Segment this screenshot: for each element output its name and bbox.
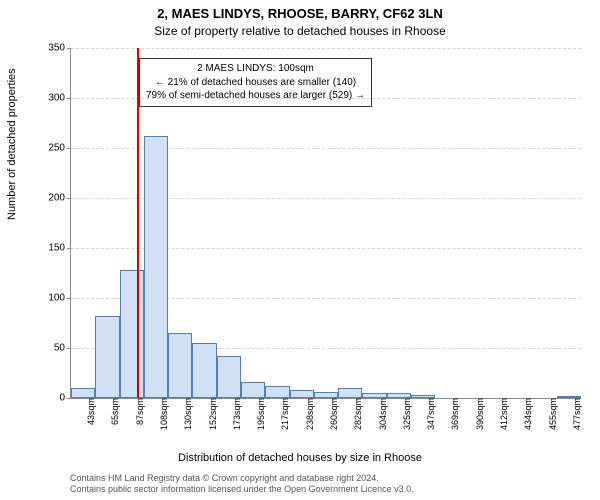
- footer-line2: Contains public sector information licen…: [70, 484, 414, 496]
- x-axis-label: Distribution of detached houses by size …: [0, 452, 600, 464]
- x-tick-label: 304sqm: [378, 394, 388, 430]
- y-axis-label: Number of detached properties: [6, 68, 18, 220]
- annotation-line2: ← 21% of detached houses are smaller (14…: [146, 76, 365, 90]
- y-tick-mark: [67, 398, 71, 399]
- x-tick-label: 65sqm: [110, 394, 120, 425]
- y-tick-mark: [67, 148, 71, 149]
- x-tick-label: 390sqm: [475, 394, 485, 430]
- histogram-bar: [144, 136, 168, 398]
- y-tick-mark: [67, 298, 71, 299]
- histogram-bar: [95, 316, 119, 398]
- chart-subtitle: Size of property relative to detached ho…: [0, 24, 600, 38]
- y-tick-mark: [67, 48, 71, 49]
- x-tick-label: 260sqm: [329, 394, 339, 430]
- annotation-line3: 79% of semi-detached houses are larger (…: [146, 89, 365, 103]
- x-tick-label: 43sqm: [86, 394, 96, 425]
- footer-line1: Contains HM Land Registry data © Crown c…: [70, 473, 414, 485]
- histogram-bar: [217, 356, 241, 398]
- x-tick-label: 434sqm: [523, 394, 533, 430]
- x-tick-label: 282sqm: [353, 394, 363, 430]
- x-tick-label: 130sqm: [183, 394, 193, 430]
- x-tick-label: 173sqm: [232, 394, 242, 430]
- x-tick-label: 87sqm: [135, 394, 145, 425]
- x-tick-label: 195sqm: [256, 394, 266, 430]
- histogram-bar: [168, 333, 192, 398]
- x-tick-label: 455sqm: [548, 394, 558, 430]
- y-tick-mark: [67, 98, 71, 99]
- reference-line: [137, 48, 139, 398]
- annotation-box: 2 MAES LINDYS: 100sqm ← 21% of detached …: [139, 58, 372, 107]
- chart-title: 2, MAES LINDYS, RHOOSE, BARRY, CF62 3LN: [0, 6, 600, 21]
- histogram-bar: [120, 270, 144, 398]
- gridline: [71, 98, 581, 99]
- x-tick-label: 347sqm: [426, 394, 436, 430]
- x-tick-label: 325sqm: [402, 394, 412, 430]
- annotation-line1: 2 MAES LINDYS: 100sqm: [146, 62, 365, 76]
- gridline: [71, 48, 581, 49]
- plot-area: 2 MAES LINDYS: 100sqm ← 21% of detached …: [70, 48, 581, 399]
- y-tick-mark: [67, 348, 71, 349]
- x-tick-label: 412sqm: [499, 394, 509, 430]
- footer-attribution: Contains HM Land Registry data © Crown c…: [70, 473, 414, 496]
- y-tick-mark: [67, 198, 71, 199]
- x-tick-label: 152sqm: [208, 394, 218, 430]
- x-tick-label: 369sqm: [450, 394, 460, 430]
- x-tick-label: 217sqm: [280, 394, 290, 430]
- x-tick-label: 108sqm: [159, 394, 169, 430]
- x-tick-label: 477sqm: [572, 394, 582, 430]
- x-tick-label: 238sqm: [305, 394, 315, 430]
- histogram-bar: [192, 343, 216, 398]
- y-tick-mark: [67, 248, 71, 249]
